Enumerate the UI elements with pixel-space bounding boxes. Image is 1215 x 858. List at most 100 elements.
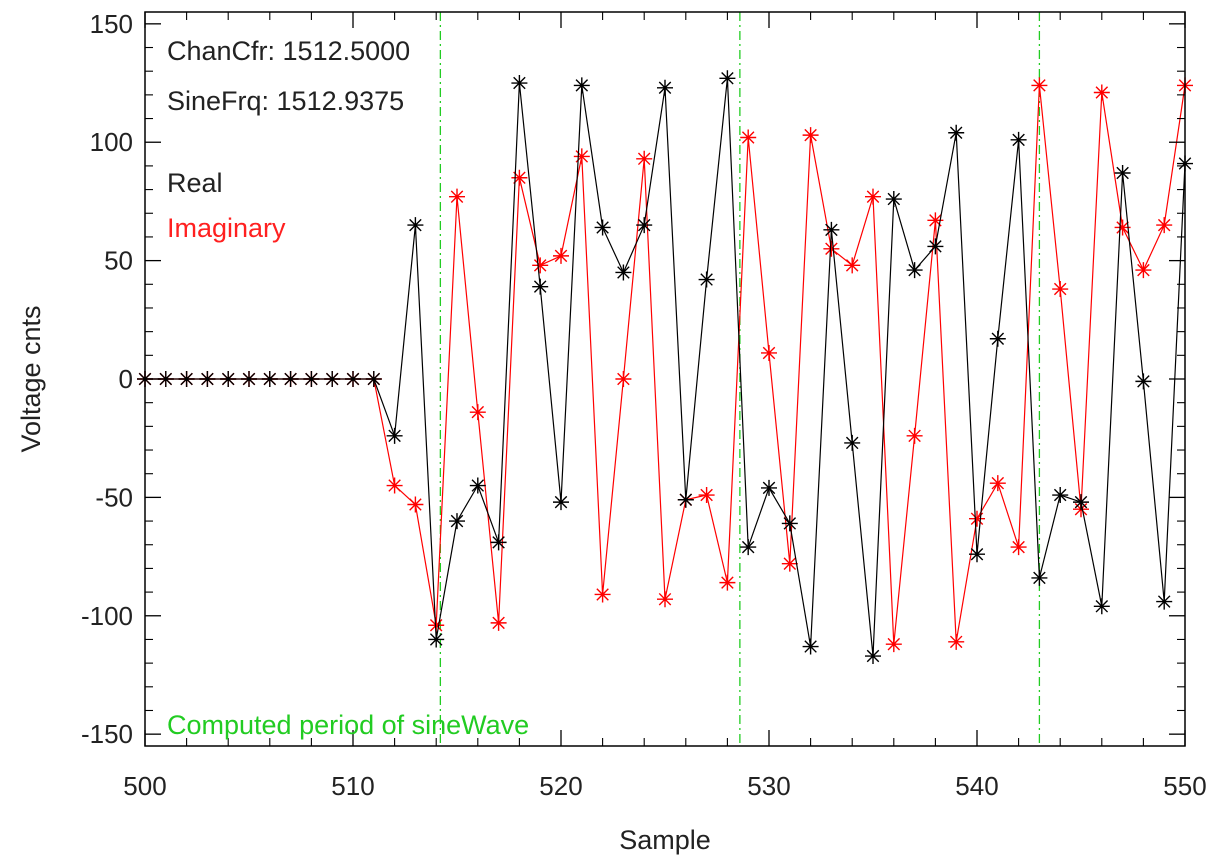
data-point-imaginary <box>573 148 590 165</box>
data-point-real <box>1052 487 1069 504</box>
data-point-real <box>511 75 528 92</box>
data-point-imaginary <box>865 188 881 205</box>
data-point-real <box>199 371 216 387</box>
data-point-real <box>594 219 611 236</box>
data-point-real <box>490 534 507 551</box>
x-axis-title: Sample <box>619 825 711 855</box>
data-point-real <box>553 494 569 511</box>
period-line-label: Computed period of sineWave <box>167 710 529 740</box>
data-point-imaginary <box>553 247 569 264</box>
data-point-real <box>282 371 299 387</box>
data-point-imaginary <box>657 591 673 608</box>
data-point-imaginary <box>449 188 465 205</box>
x-tick-label-3: 530 <box>747 771 790 801</box>
data-point-imaginary <box>698 487 715 504</box>
period-lines <box>439 12 1041 746</box>
data-point-real <box>927 238 944 255</box>
y-axis-title: Voltage cnts <box>16 305 46 452</box>
data-point-imaginary <box>407 496 424 513</box>
data-point-imaginary <box>969 510 985 527</box>
data-point-real <box>1093 598 1110 615</box>
y-tick-label-5: 100 <box>90 127 133 157</box>
data-point-imaginary <box>386 477 403 494</box>
sine-frq-annotation: SineFrq: 1512.9375 <box>167 86 404 116</box>
data-point-real <box>615 264 632 281</box>
data-point-imaginary <box>740 129 757 146</box>
y-tick-label-4: 50 <box>104 246 133 276</box>
data-point-imaginary <box>906 427 923 444</box>
data-point-real <box>657 79 673 96</box>
data-point-real <box>698 271 715 288</box>
data-point-imaginary <box>989 475 1006 492</box>
data-point-imaginary <box>844 257 861 274</box>
y-tick-label-2: -50 <box>95 482 133 512</box>
data-point-real <box>1135 373 1152 390</box>
data-point-imaginary <box>615 371 632 387</box>
data-point-imaginary <box>761 344 777 361</box>
y-tick-label-6: 150 <box>90 9 133 39</box>
data-point-imaginary <box>719 574 736 591</box>
y-tick-label-0: -150 <box>81 719 133 749</box>
y-tick-label-1: -100 <box>81 601 133 631</box>
data-point-real <box>781 515 798 532</box>
data-point-real <box>885 191 902 208</box>
data-point-imaginary <box>927 212 944 229</box>
data-point-imaginary <box>490 614 507 631</box>
data-point-real <box>220 371 237 387</box>
data-point-real <box>241 371 257 387</box>
y-tick-label-3: 0 <box>119 364 133 394</box>
data-point-real <box>1073 494 1089 511</box>
data-point-imaginary <box>511 169 528 186</box>
data-point-imaginary <box>1052 281 1069 298</box>
data-point-real <box>303 371 320 387</box>
data-point-real <box>677 491 694 508</box>
data-point-imaginary <box>1093 84 1110 101</box>
data-point-real <box>740 539 757 556</box>
chan-cfr-annotation: ChanCfr: 1512.5000 <box>167 36 410 66</box>
data-point-real <box>719 70 736 87</box>
data-point-real <box>844 434 861 451</box>
data-point-real <box>989 330 1006 347</box>
x-tick-label-0: 500 <box>123 771 166 801</box>
legend-real: Real <box>167 168 223 198</box>
data-point-imaginary <box>823 240 840 257</box>
data-point-imaginary <box>885 636 902 653</box>
data-point-real <box>178 371 195 387</box>
data-point-real <box>345 371 361 387</box>
data-point-imaginary <box>469 404 486 421</box>
x-tick-label-1: 510 <box>331 771 374 801</box>
data-point-imaginary <box>1114 219 1131 236</box>
data-point-real <box>1010 131 1027 148</box>
data-point-real <box>157 371 174 387</box>
data-point-real <box>906 262 923 279</box>
data-point-imaginary <box>1031 77 1048 94</box>
data-point-imaginary <box>781 555 798 572</box>
data-point-real <box>636 217 653 234</box>
data-point-imaginary <box>428 617 445 634</box>
data-point-real <box>1114 165 1131 182</box>
data-point-imaginary <box>802 127 819 144</box>
data-point-real <box>761 479 777 496</box>
legend-imaginary: Imaginary <box>167 213 286 243</box>
data-point-real <box>802 638 819 655</box>
data-point-real <box>1156 593 1173 610</box>
data-point-imaginary <box>636 150 653 167</box>
series-line-real <box>145 78 1186 657</box>
series-layer <box>137 70 1193 665</box>
tick-labels: 500 510 520 530 540 550 -150 -100 -50 0 50 100 150 <box>81 9 1207 801</box>
data-point-imaginary <box>1010 539 1027 556</box>
data-point-real <box>532 278 549 295</box>
data-point-real <box>969 546 985 563</box>
data-point-imaginary <box>594 586 611 603</box>
data-point-real <box>948 124 965 141</box>
data-point-imaginary <box>1156 217 1173 234</box>
data-point-imaginary <box>1135 262 1152 279</box>
series-imaginary <box>137 77 1193 653</box>
series-real <box>137 70 1193 665</box>
data-point-real <box>407 217 424 234</box>
x-tick-label-2: 520 <box>539 771 582 801</box>
data-point-real <box>261 371 278 387</box>
data-point-real <box>1031 569 1048 586</box>
data-point-real <box>386 427 403 444</box>
